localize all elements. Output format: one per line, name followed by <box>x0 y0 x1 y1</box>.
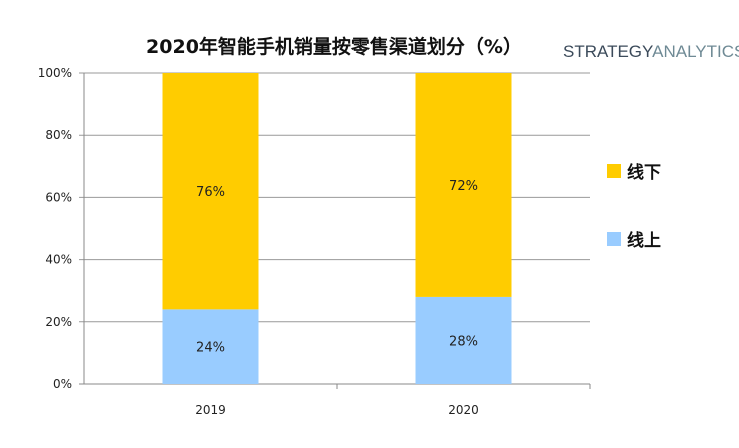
logo-part1: STRATEGY <box>563 42 653 61</box>
x-tick-label: 2020 <box>448 403 479 417</box>
bar-2020-0 <box>415 296 512 384</box>
y-tick-label: 100% <box>38 66 72 80</box>
svg-text:STRATEGYANALYTICS: STRATEGYANALYTICS <box>563 42 739 61</box>
bar-2019-1 <box>162 73 259 310</box>
chart-title: 2020年智能手机销量按零售渠道划分（%） <box>146 35 522 58</box>
bar-2020-1 <box>415 73 512 297</box>
y-tick-label: 60% <box>45 190 72 204</box>
strategy-analytics-logo: STRATEGYANALYTICS <box>563 42 739 61</box>
y-tick-label: 0% <box>53 377 72 391</box>
y-tick-label: 40% <box>45 253 72 267</box>
y-tick-label: 80% <box>45 128 72 142</box>
data-label: 72% <box>449 179 478 194</box>
logo-part2: ANALYTICS <box>652 42 739 61</box>
x-tick-label: 2019 <box>195 403 226 417</box>
legend-label: 线下 <box>627 162 661 183</box>
data-label: 76% <box>196 185 225 200</box>
data-label: 24% <box>196 341 225 356</box>
legend-label: 线上 <box>627 230 661 251</box>
legend-swatch <box>607 232 621 246</box>
y-tick-label: 20% <box>45 315 72 329</box>
legend-swatch <box>607 164 621 178</box>
data-label: 28% <box>449 334 478 349</box>
bar-2019-0 <box>162 309 259 384</box>
